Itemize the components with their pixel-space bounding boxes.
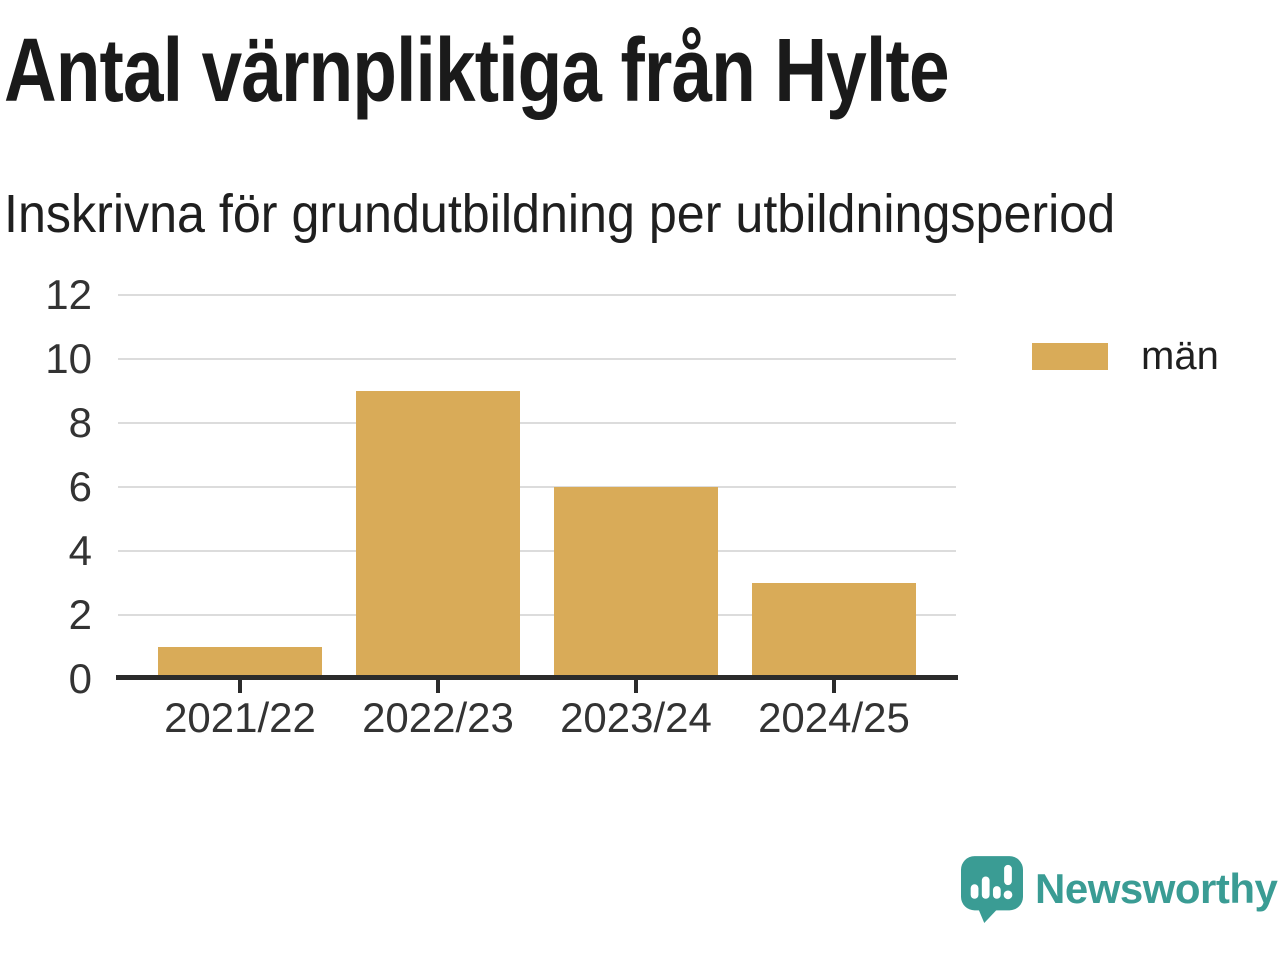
x-axis-tick <box>238 680 242 693</box>
y-axis-tick-label: 2 <box>68 591 92 638</box>
gridline-y-12 <box>118 294 956 296</box>
y-axis: 0 2 4 6 8 10 12 <box>0 274 92 700</box>
bar-chart-speech-bubble-icon <box>961 856 1023 924</box>
gridline-y-8 <box>118 422 956 424</box>
x-axis-tick-label: 2021/22 <box>164 694 316 741</box>
x-axis-tick <box>436 680 440 693</box>
gridline-y-6 <box>118 486 956 488</box>
brand-name: Newsworthy <box>1035 865 1278 912</box>
chart-subtitle: Inskrivna för grundutbildning per utbild… <box>4 184 1116 244</box>
x-axis-tick-label: 2023/24 <box>560 694 712 741</box>
x-axis-tick <box>634 680 638 693</box>
bar-2024-25 <box>752 583 916 679</box>
gridline-y-10 <box>118 358 956 360</box>
legend-swatch <box>1032 342 1108 370</box>
y-axis-tick-label: 4 <box>68 527 92 574</box>
x-axis-tick-label: 2022/23 <box>362 694 514 741</box>
bar-2021-22 <box>158 647 322 679</box>
y-axis-tick-label: 0 <box>68 655 92 702</box>
y-axis-tick-label: 6 <box>68 463 92 510</box>
y-axis-tick-label: 12 <box>45 271 92 318</box>
page-title: Antal värnpliktiga från Hylte <box>4 21 949 121</box>
bar-2023-24 <box>554 487 718 679</box>
x-axis-line <box>116 675 958 680</box>
y-axis-tick-label: 8 <box>68 399 92 446</box>
y-axis-tick-label: 10 <box>45 335 92 382</box>
bar-2022-23 <box>356 391 520 679</box>
newsworthy-logo: Newsworthy <box>961 856 1278 924</box>
legend: män <box>1032 335 1219 377</box>
x-axis-tick <box>832 680 836 693</box>
x-axis-tick-label: 2024/25 <box>758 694 910 741</box>
gridline-y-4 <box>118 550 956 552</box>
legend-label: män <box>1141 334 1219 378</box>
gridline-y-2 <box>118 614 956 616</box>
plot-area: 2021/22 2022/23 2023/24 2024/25 <box>116 294 958 739</box>
